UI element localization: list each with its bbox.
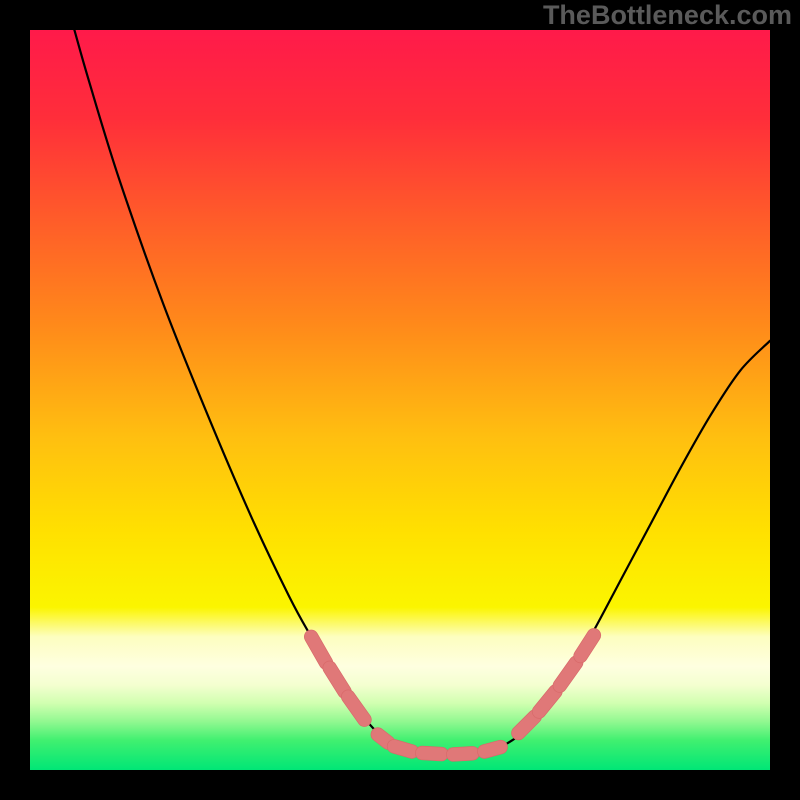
watermark-text: TheBottleneck.com (543, 0, 792, 31)
marker-segment-center_valley-4 (484, 747, 500, 751)
marker-segment-center_valley-1 (394, 746, 412, 751)
marker-segment-center_valley-3 (453, 753, 472, 754)
marker-segment-center_valley-2 (422, 753, 441, 754)
chart-svg (0, 0, 800, 800)
gradient-plot-area (30, 30, 770, 770)
chart-frame: TheBottleneck.com (0, 0, 800, 800)
marker-segment-center_valley-0 (378, 734, 388, 742)
